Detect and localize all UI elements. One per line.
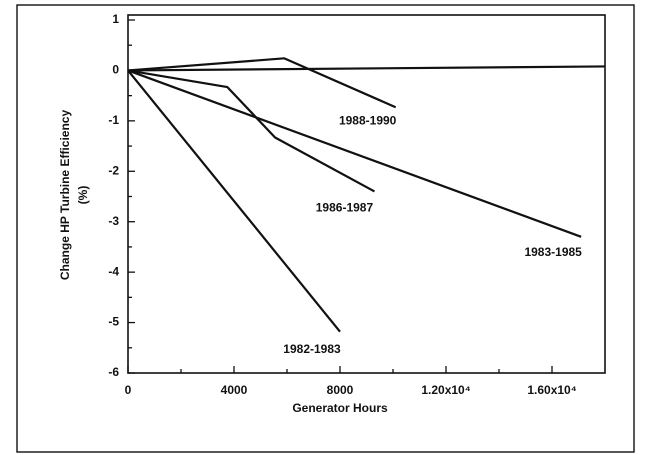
plot-frame — [127, 14, 606, 374]
x-tick-label: 8000 — [327, 383, 354, 397]
series-label: 1986-1987 — [316, 201, 374, 215]
series-line — [127, 69, 582, 238]
y-tick-label: 0 — [112, 63, 119, 77]
y-tick-label: -5 — [108, 315, 119, 329]
y-tick-label: -2 — [108, 163, 119, 177]
x-tick-label: 4000 — [221, 383, 248, 397]
y-axis-label: (%) — [76, 186, 90, 205]
series-label: 1982-1983 — [283, 342, 341, 356]
series-label: 1988-1990 — [339, 113, 397, 127]
x-tick-label: 1.20x10⁴ — [421, 383, 470, 397]
y-tick-label: -1 — [108, 113, 119, 127]
x-tick-label: 1.60x10⁴ — [527, 383, 576, 397]
series-line — [127, 69, 375, 193]
outer-frame — [16, 4, 635, 453]
y-axis-label: Change HP Turbine Efficiency — [58, 110, 72, 281]
series-line — [127, 57, 397, 109]
zero-line — [127, 65, 606, 72]
y-tick-label: -3 — [108, 214, 119, 228]
y-tick-label: -4 — [108, 264, 119, 278]
x-tick-label: 0 — [125, 383, 132, 397]
series-label: 1983-1985 — [524, 245, 582, 259]
x-axis-label: Generator Hours — [292, 401, 388, 415]
y-tick-label: -6 — [108, 365, 119, 379]
series-line — [127, 69, 341, 333]
y-tick-label: 1 — [112, 12, 119, 26]
